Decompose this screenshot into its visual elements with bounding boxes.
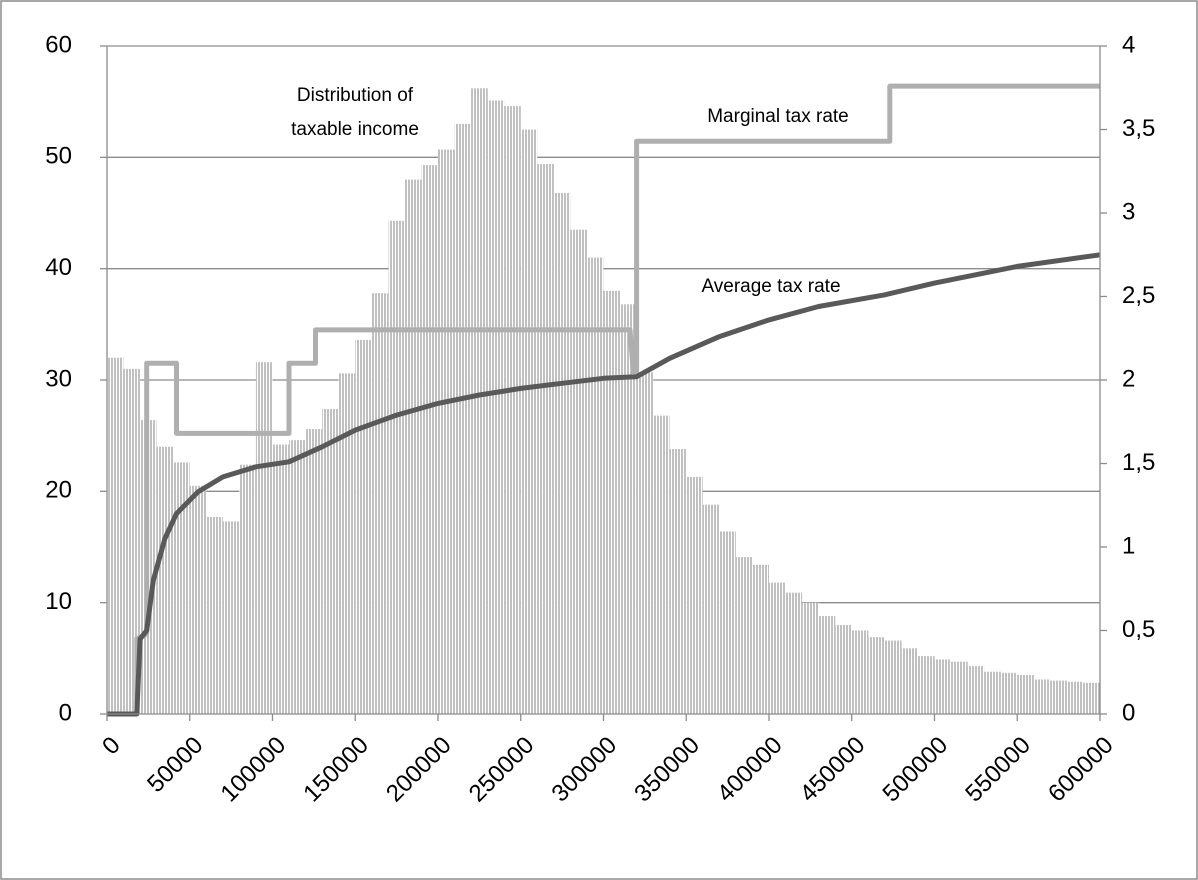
histogram-bar — [901, 648, 918, 714]
x-tick-label: 0 — [97, 732, 126, 761]
histogram-bar — [653, 415, 670, 714]
histogram-bar — [189, 485, 207, 714]
y-tick-label: 30 — [45, 365, 72, 392]
x-tick-label: 450000 — [795, 732, 871, 808]
y-tick-label: 0 — [59, 699, 72, 726]
x-tick-label: 250000 — [464, 732, 540, 808]
histogram-bar — [156, 446, 174, 714]
y2-tick-label: 0 — [1122, 699, 1135, 726]
histogram-bar — [471, 88, 488, 715]
histogram-bar — [884, 640, 902, 714]
histogram-bar — [371, 293, 389, 714]
histogram-bar — [1017, 675, 1034, 714]
histogram-bar — [289, 440, 306, 714]
histogram-bar — [769, 582, 786, 714]
histogram-bar — [1083, 682, 1100, 714]
histogram-bar — [388, 220, 405, 714]
histogram-bar — [173, 462, 190, 714]
histogram-bar — [272, 444, 290, 714]
histogram-bar — [603, 290, 621, 714]
histogram-bar — [438, 149, 455, 715]
y-tick-label: 50 — [45, 143, 72, 170]
histogram-bar — [951, 661, 968, 714]
histogram-bar — [504, 106, 521, 715]
x-tick-label: 100000 — [216, 732, 292, 808]
annotation: Marginal tax rate — [707, 106, 849, 127]
histogram-bar — [1033, 679, 1051, 714]
histogram-bar — [818, 616, 836, 714]
y2-tick-label: 1 — [1122, 532, 1135, 559]
histogram-bar — [802, 602, 819, 714]
histogram-bar — [934, 659, 952, 714]
histogram-bar — [702, 504, 720, 714]
y2-tick-label: 4 — [1122, 31, 1135, 58]
histogram-bar — [851, 630, 869, 714]
histogram-bar — [669, 449, 687, 714]
y2-tick-label: 1,5 — [1122, 449, 1155, 476]
y-tick-label: 10 — [45, 588, 72, 615]
x-tick-label: 550000 — [960, 732, 1036, 808]
histogram-bar — [222, 521, 240, 714]
histogram-bar — [553, 192, 571, 714]
histogram-bar — [487, 100, 505, 714]
line — [107, 252, 1101, 717]
histogram-bar — [520, 129, 538, 714]
histogram-bar — [355, 339, 372, 714]
histogram-bar — [868, 637, 885, 714]
y2-tick-label: 3 — [1122, 198, 1135, 225]
histogram-bar — [107, 357, 124, 714]
histogram-bar — [570, 229, 587, 714]
x-tick-label: 50000 — [142, 732, 208, 798]
y2-tick-label: 3,5 — [1122, 115, 1155, 142]
histogram-bar — [338, 373, 356, 714]
histogram-bar — [586, 257, 604, 714]
y-tick-label: 20 — [45, 477, 72, 504]
histogram-bar — [255, 362, 273, 714]
x-tick-label: 600000 — [1043, 732, 1119, 808]
histogram-bar — [967, 666, 985, 714]
y2-tick-label: 0,5 — [1122, 616, 1155, 643]
histogram-bar — [421, 165, 438, 715]
histogram-bar — [620, 304, 637, 714]
histogram-bar — [454, 123, 472, 714]
histogram-bar — [984, 671, 1001, 714]
histogram-bar — [719, 531, 736, 714]
histogram-bar — [1066, 681, 1084, 714]
x-tick-label: 350000 — [629, 732, 705, 808]
histogram-bar — [239, 464, 256, 714]
annotation: Distribution of — [297, 85, 414, 106]
x-tick-label: 300000 — [547, 732, 623, 808]
histogram-bar — [752, 564, 769, 714]
x-tick-label: 200000 — [381, 732, 457, 808]
annotation: Average tax rate — [701, 276, 840, 297]
y-tick-label: 60 — [45, 31, 72, 58]
histogram-bar — [206, 516, 223, 714]
histogram-bar — [785, 592, 803, 714]
x-tick-label: 500000 — [878, 732, 954, 808]
histogram-bar — [686, 476, 703, 714]
histogram-bar — [537, 164, 554, 715]
histogram-bar — [636, 372, 654, 714]
y-tick-label: 40 — [45, 254, 72, 281]
histogram-bar — [322, 408, 339, 714]
histogram-bar — [305, 428, 323, 714]
y2-tick-label: 2 — [1122, 365, 1135, 392]
x-tick-label: 400000 — [712, 732, 788, 808]
histogram-bar — [1050, 680, 1067, 714]
annotation: taxable income — [291, 119, 419, 140]
histogram-bar — [735, 557, 753, 714]
histogram-bar — [1000, 672, 1018, 714]
x-tick-label: 150000 — [298, 732, 374, 808]
histogram-bar — [404, 179, 422, 715]
y2-tick-label: 2,5 — [1122, 282, 1155, 309]
histogram-bar — [835, 624, 852, 714]
histogram-bar — [917, 656, 935, 714]
histogram-bar — [123, 368, 141, 714]
